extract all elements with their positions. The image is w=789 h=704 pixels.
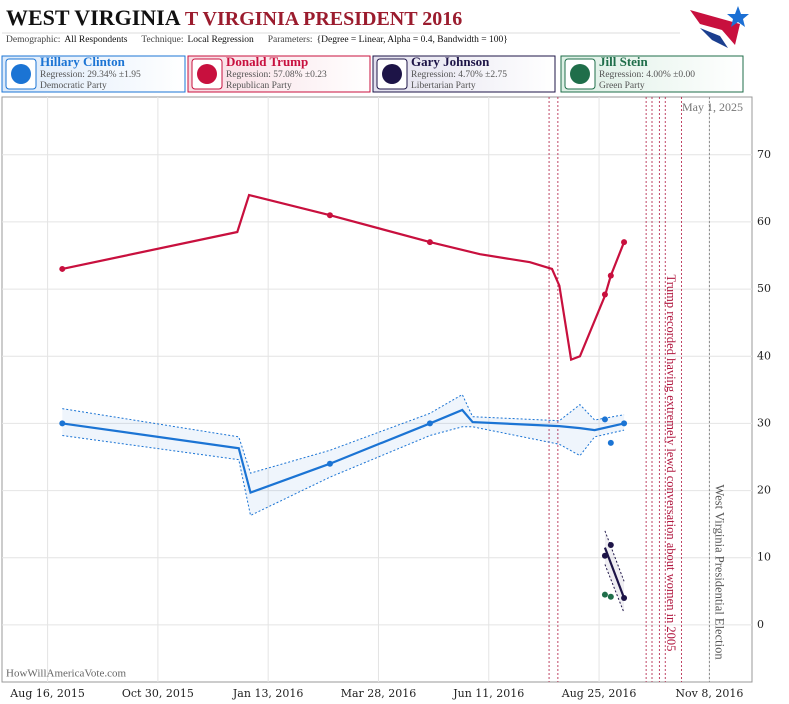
plot-frame	[1, 96, 753, 683]
legend-icon-mark	[11, 64, 31, 84]
y-tick-label: 20	[757, 484, 771, 497]
band-edge	[62, 426, 625, 517]
y-tick-label: 50	[757, 282, 771, 295]
poll-point	[326, 460, 333, 467]
legend-icon-mark	[197, 64, 217, 84]
legend-name: Jill Stein	[599, 54, 649, 69]
y-tick-label: 10	[757, 551, 771, 564]
watermark: HowWillAmericaVote.com	[6, 668, 126, 680]
title-rest: T VIRGINIA PRESIDENT 2016	[185, 8, 462, 30]
regression-line	[603, 547, 626, 599]
legend-regression: Regression: 57.08% ±0.23	[226, 70, 327, 80]
date-stamp: May 1, 2025	[682, 100, 743, 114]
legend-regression: Regression: 4.00% ±0.00	[599, 70, 695, 80]
param-value: All Respondents	[64, 35, 127, 45]
poll-point	[59, 420, 66, 427]
legend-party: Libertarian Party	[411, 81, 476, 91]
param-label: Demographic:	[6, 35, 60, 45]
poll-point	[326, 212, 333, 219]
param-value: {Degree = Linear, Alpha = 0.4, Bandwidth…	[317, 35, 508, 45]
regression-line	[62, 408, 625, 495]
legend-icon-mark	[382, 64, 402, 84]
band-edge	[62, 393, 625, 474]
x-tick-label: Mar 28, 2016	[341, 687, 417, 700]
legend-regression: Regression: 29.34% ±1.95	[40, 70, 141, 80]
y-tick-label: 60	[757, 215, 771, 228]
poll-point	[601, 591, 608, 598]
legend-name: Gary Johnson	[411, 54, 490, 69]
y-tick-label: 30	[757, 416, 771, 429]
y-tick-label: 40	[757, 349, 771, 362]
y-tick-label: 70	[757, 148, 771, 161]
poll-point	[607, 272, 614, 279]
x-tick-label: Aug 25, 2016	[561, 687, 637, 700]
poll-point	[621, 420, 628, 427]
param-label: Technique:	[141, 35, 183, 45]
poll-point	[621, 239, 628, 246]
param-label: Parameters:	[268, 35, 313, 45]
poll-point	[607, 439, 614, 446]
x-tick-label: Nov 8, 2016	[675, 687, 743, 700]
poll-point	[426, 239, 433, 246]
band-edge	[604, 530, 625, 582]
regression-line	[62, 193, 626, 362]
legend-regression: Regression: 4.70% ±2.75	[411, 70, 507, 80]
legend-name: Donald Trump	[226, 54, 308, 69]
parameters: Demographic: All Respondents Technique: Loc…	[6, 35, 508, 45]
logo	[690, 6, 749, 48]
poll-point	[607, 593, 614, 600]
annotation: West Virginia Presidential Election	[712, 484, 726, 660]
poll-point	[621, 595, 628, 602]
x-tick-label: Aug 16, 2015	[9, 687, 85, 700]
x-tick-label: Jun 11, 2016	[452, 687, 524, 700]
poll-point	[601, 291, 608, 298]
legend-name: Hillary Clinton	[40, 54, 126, 69]
y-tick-label: 0	[757, 618, 764, 631]
poll-point	[601, 416, 608, 423]
legend-party: Democratic Party	[40, 81, 107, 91]
param-value: Local Regression	[188, 35, 254, 45]
legend-party: Green Party	[599, 81, 645, 91]
confidence-band	[62, 394, 625, 516]
x-tick-label: Oct 30, 2015	[122, 687, 194, 700]
poll-point	[607, 541, 614, 548]
poll-point	[601, 552, 608, 559]
band-edge	[604, 564, 625, 614]
x-tick-label: Jan 13, 2016	[232, 687, 304, 700]
title: WEST VIRGINIA T VIRGINIA PRESIDENT 2016	[6, 5, 462, 30]
poll-point	[59, 265, 66, 272]
legend-icon-mark	[570, 64, 590, 84]
annotation: Trump recorded having extremely lewd con…	[664, 275, 678, 652]
title-state: WEST VIRGINIA	[6, 5, 181, 30]
poll-point	[426, 420, 433, 427]
legend-party: Republican Party	[226, 81, 292, 91]
